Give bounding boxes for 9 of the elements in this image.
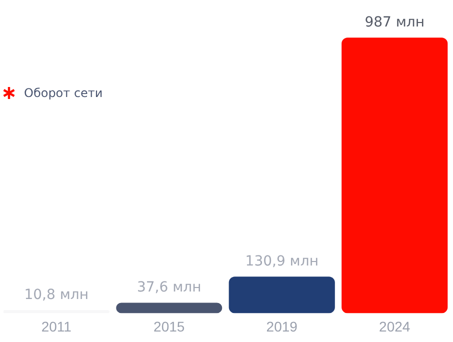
x-tick-label: 2011	[41, 318, 72, 334]
x-tick-label: 2024	[379, 318, 410, 334]
data-label: 130,9 млн	[245, 253, 318, 270]
x-tick-label: 2019	[266, 318, 298, 334]
data-label: 987 млн	[364, 14, 425, 30]
data-label: 10,8 млн	[24, 286, 89, 303]
annotation: Оборот сети	[24, 86, 103, 100]
data-label: 37,6 млн	[136, 279, 202, 296]
x-tick-label: 2015	[154, 318, 185, 334]
